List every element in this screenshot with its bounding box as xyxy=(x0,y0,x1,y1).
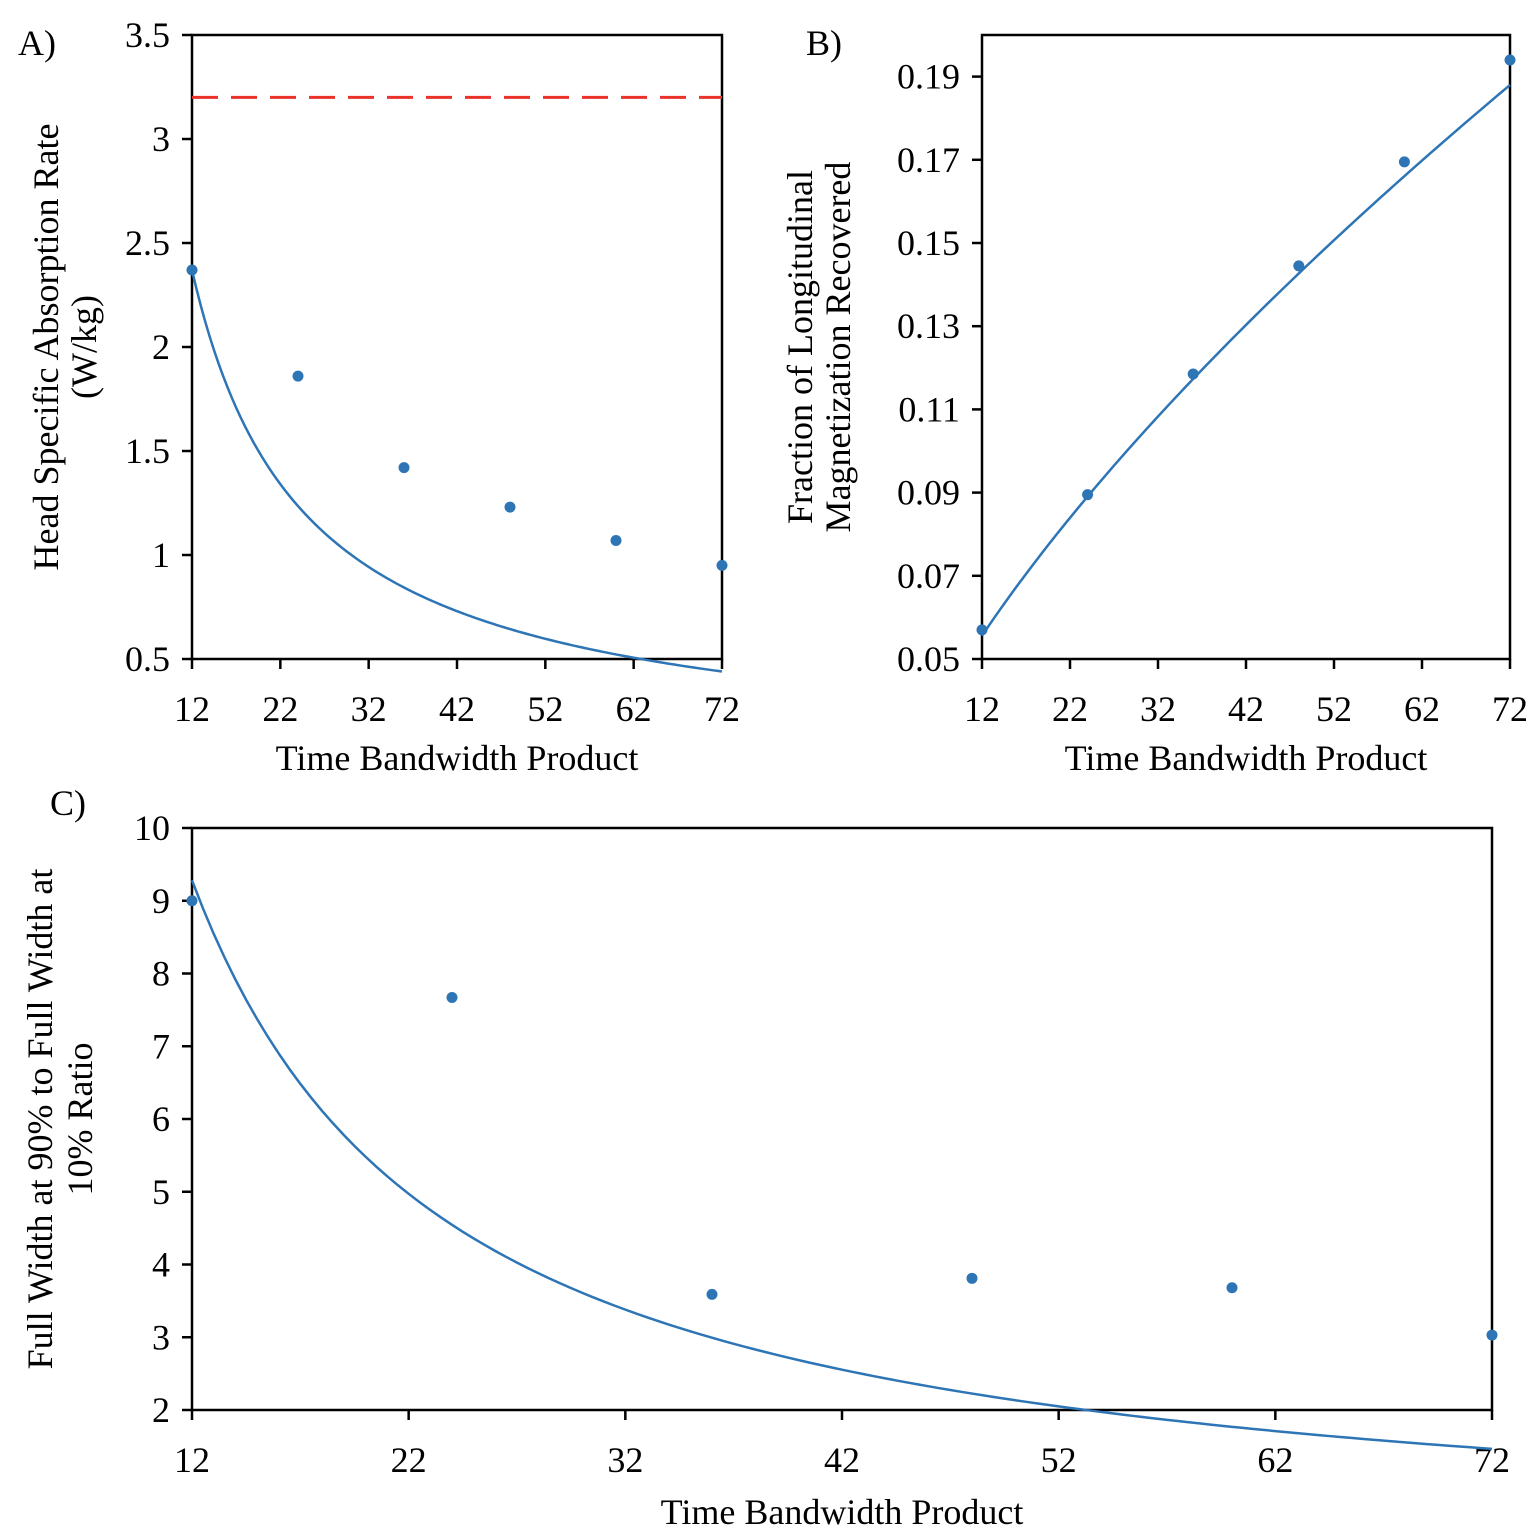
panel-label: B) xyxy=(806,23,842,63)
x-tick-label: 62 xyxy=(1257,1440,1293,1480)
trendline xyxy=(980,84,1511,637)
y-tick-label: 3.5 xyxy=(125,15,170,55)
y-tick-label: 0.11 xyxy=(898,389,960,429)
y-tick-label: 0.15 xyxy=(897,223,960,263)
x-tick-label: 22 xyxy=(262,689,298,729)
panel-label: A) xyxy=(18,23,56,63)
trendline xyxy=(190,879,1493,1451)
data-point xyxy=(1226,1282,1238,1294)
data-point xyxy=(706,1288,718,1300)
x-tick-label: 52 xyxy=(527,689,563,729)
data-point xyxy=(292,370,304,382)
y-tick-label: 10 xyxy=(134,808,170,848)
y-tick-label: 9 xyxy=(152,881,170,921)
x-tick-label: 12 xyxy=(174,689,210,729)
x-axis-title: Time Bandwidth Product xyxy=(276,738,639,778)
y-tick-label: 0.5 xyxy=(125,639,170,679)
panel-b: 0.05 0.07 0.09 0.11 0.13 0.15 0.17 0.19 12 22 32 42… xyxy=(780,23,1528,778)
y-tick-label: 1 xyxy=(152,535,170,575)
data-point xyxy=(446,992,458,1004)
data-point xyxy=(1082,489,1094,501)
y-tick-label: 4 xyxy=(152,1245,170,1285)
x-tick-label: 52 xyxy=(1041,1440,1077,1480)
data-point xyxy=(1398,156,1410,168)
data-point xyxy=(1187,368,1199,380)
y-tick-label: 8 xyxy=(152,954,170,994)
x-tick-label: 72 xyxy=(704,689,740,729)
y-tick-label: 1.5 xyxy=(125,431,170,471)
y-tick-label: 3 xyxy=(152,119,170,159)
data-point xyxy=(186,264,198,276)
y-tick-label: 0.17 xyxy=(897,140,960,180)
data-point xyxy=(1293,260,1305,272)
x-tick-label: 42 xyxy=(439,689,475,729)
y-axis-title-line: Magnetization Recovered xyxy=(818,162,858,533)
y-axis-title-line: Head Specific Absorption Rate xyxy=(26,124,66,571)
y-tick-label: 3 xyxy=(152,1317,170,1357)
y-axis-title-line: 10% Ratio xyxy=(60,1043,100,1196)
x-tick-label: 22 xyxy=(1052,689,1088,729)
panel-c: 2 3 4 5 6 7 8 9 10 12 22 32 42 52 62 72 Time Bandwidth P… xyxy=(20,783,1510,1532)
trendline xyxy=(190,269,723,673)
plot-frame xyxy=(980,33,1512,661)
y-tick-label: 6 xyxy=(152,1099,170,1139)
panel-a: 0.5 1 1.5 2 2.5 3 3.5 12 22 32 42 52 62 72 Time Bandwi… xyxy=(18,15,740,778)
y-tick-label: 0.19 xyxy=(897,57,960,97)
y-tick-label: 2.5 xyxy=(125,223,170,263)
x-tick-label: 32 xyxy=(1140,689,1176,729)
x-tick-label: 12 xyxy=(174,1440,210,1480)
y-tick-label: 0.05 xyxy=(897,639,960,679)
x-tick-label: 72 xyxy=(1492,689,1528,729)
y-tick-label: 0.07 xyxy=(897,556,960,596)
y-axis-title-line: Full Width at 90% to Full Width at xyxy=(20,869,60,1370)
x-tick-label: 32 xyxy=(607,1440,643,1480)
x-tick-label: 62 xyxy=(1404,689,1440,729)
x-tick-label: 32 xyxy=(351,689,387,729)
data-point xyxy=(1486,1329,1498,1341)
x-tick-label: 42 xyxy=(1228,689,1264,729)
y-axis-title-line: (W/kg) xyxy=(64,295,104,399)
y-tick-label: 0.13 xyxy=(897,306,960,346)
x-tick-label: 42 xyxy=(824,1440,860,1480)
plot-frame xyxy=(190,33,724,661)
data-point xyxy=(504,501,516,513)
y-tick-label: 5 xyxy=(152,1172,170,1212)
plot-frame xyxy=(190,826,1494,1412)
data-point xyxy=(976,624,988,636)
x-tick-label: 12 xyxy=(964,689,1000,729)
y-tick-label: 7 xyxy=(152,1026,170,1066)
x-tick-label: 22 xyxy=(391,1440,427,1480)
data-point xyxy=(186,895,198,907)
data-point xyxy=(966,1272,978,1284)
y-axis-title-line: Fraction of Longitudinal xyxy=(780,170,820,524)
x-tick-label: 72 xyxy=(1474,1440,1510,1480)
data-point xyxy=(398,462,410,474)
x-axis-title: Time Bandwidth Product xyxy=(1065,738,1428,778)
y-tick-label: 2 xyxy=(152,327,170,367)
x-axis-title: Time Bandwidth Product xyxy=(661,1492,1024,1532)
panel-label: C) xyxy=(50,783,86,823)
data-point xyxy=(716,559,728,571)
data-point xyxy=(610,534,622,546)
data-point xyxy=(1504,54,1516,66)
y-tick-label: 2 xyxy=(152,1390,170,1430)
x-tick-label: 62 xyxy=(616,689,652,729)
x-tick-label: 52 xyxy=(1316,689,1352,729)
y-tick-label: 0.09 xyxy=(897,473,960,513)
